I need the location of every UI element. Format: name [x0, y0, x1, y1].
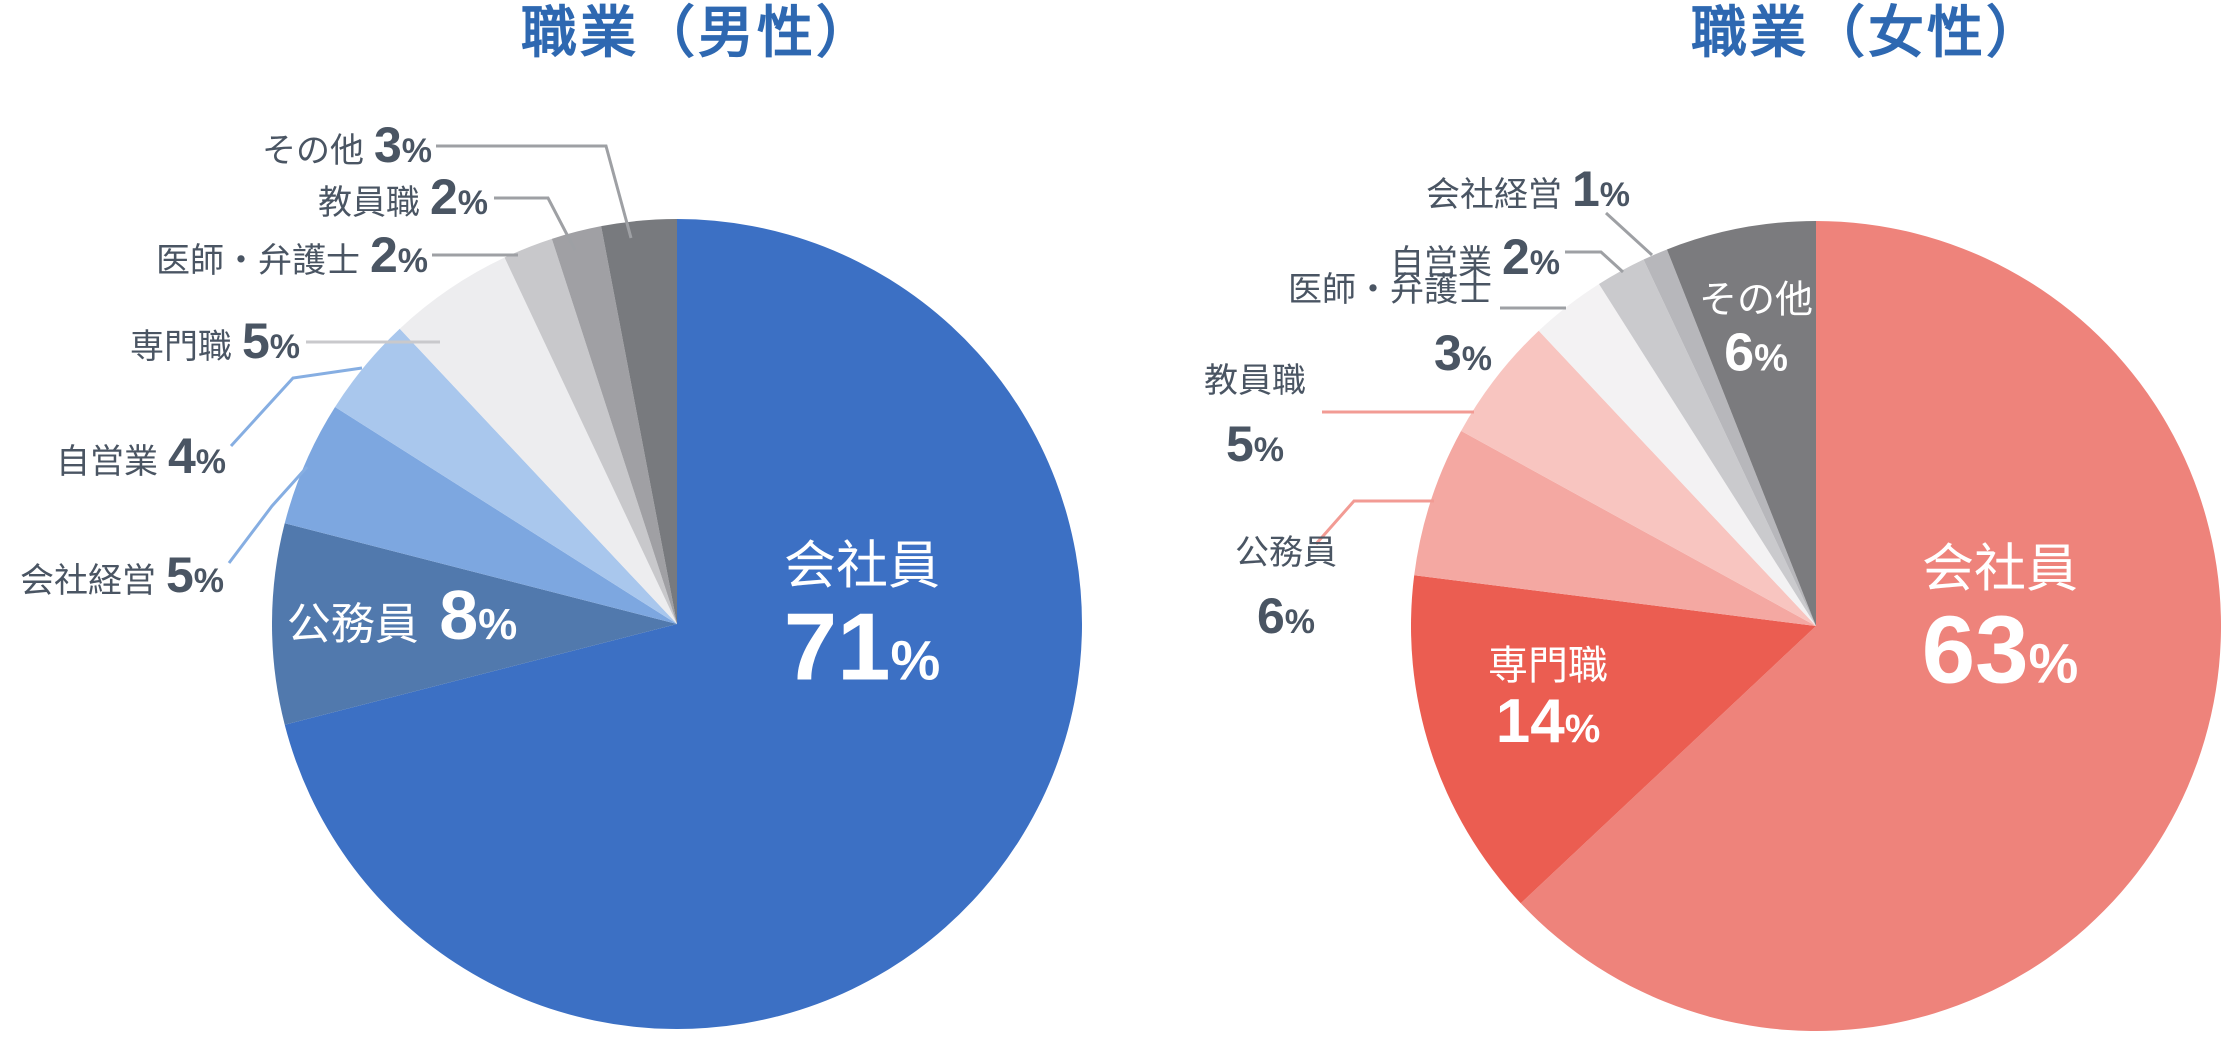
pie-slice-1-1: [1411, 575, 1816, 904]
male-label-doctor-lawyer: 医師・弁護士 2%: [155, 226, 428, 283]
female-label-professional: 専門職 14%: [1488, 644, 1608, 756]
male-chart-title: 職業（男性）: [521, 1, 875, 64]
female-label-company-owner: 会社経営 1%: [1425, 160, 1630, 217]
male-label-company-owner: 会社経営 5%: [19, 546, 224, 603]
pie-slice-1-7: [1666, 221, 1816, 626]
male-label-civil-servant: 公務員 8%: [286, 576, 518, 654]
pie-slice-1-2: [1414, 430, 1816, 626]
pie-slice-0-3: [335, 328, 677, 624]
female-label-teacher: 教員職 5%: [1204, 362, 1306, 472]
female-label-civil-servant: 公務員 6%: [1235, 534, 1337, 644]
pie-slice-1-5: [1598, 259, 1816, 626]
female-label-company-employee: 会社員 63%: [1921, 540, 2079, 704]
male-label-professional: 専門職 5%: [129, 312, 300, 369]
pie-slice-1-4: [1538, 284, 1816, 626]
pie-slice-0-7: [601, 219, 677, 624]
female-label-self-employed: 自営業 2%: [1389, 228, 1560, 285]
male-label-teacher: 教員職 2%: [317, 168, 488, 225]
pie-slice-0-2: [284, 406, 677, 624]
pie-slice-1-0: [1520, 221, 2221, 1031]
pie-slice-0-4: [399, 257, 677, 624]
pie-slice-0-6: [551, 226, 677, 624]
female-pie-chart: [1411, 221, 2221, 1031]
pie-slice-0-0: [284, 219, 1082, 1029]
female-label-doctor-lawyer: 医師・弁護士 3%: [1288, 271, 1492, 381]
female-chart-title: 職業（女性）: [1691, 1, 2045, 64]
pie-slice-0-5: [504, 238, 677, 624]
female-label-other: その他 6%: [1698, 279, 1814, 382]
male-label-company-employee: 会社員 71%: [783, 537, 941, 701]
male-label-other: その他 3%: [261, 116, 432, 173]
pie-slice-0-1: [272, 523, 677, 725]
pie-slice-1-3: [1461, 330, 1816, 626]
male-pie-chart: [272, 219, 1082, 1029]
pie-slice-1-6: [1643, 249, 1816, 626]
male-label-self-employed: 自営業 4%: [55, 427, 226, 484]
